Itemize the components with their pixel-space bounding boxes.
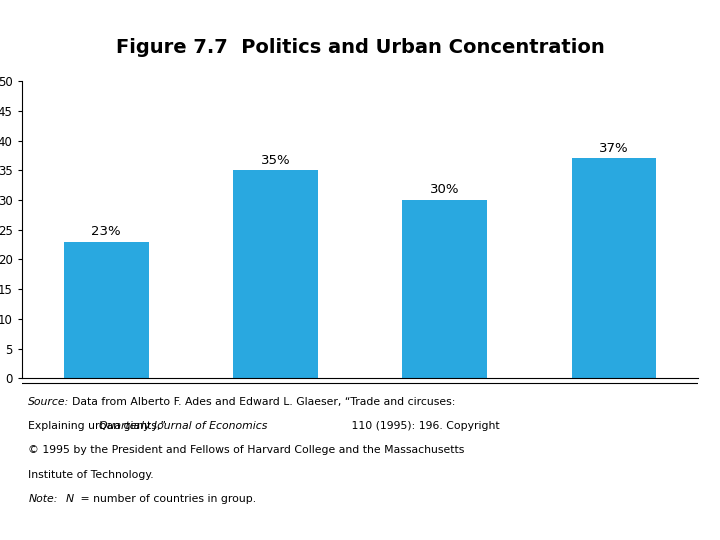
Bar [402,200,487,378]
Text: Source:: Source: [28,397,70,407]
Text: 110 (1995): 196. Copyright: 110 (1995): 196. Copyright [348,421,500,431]
Bar [233,170,318,378]
Text: Institute of Technology.: Institute of Technology. [28,470,154,480]
Text: 35%: 35% [261,154,290,167]
Bar [64,241,148,378]
Bar [572,158,656,378]
Text: = number of countries in group.: = number of countries in group. [77,494,256,504]
Text: Explaining urban giants,”: Explaining urban giants,” [28,421,170,431]
Text: 37%: 37% [599,142,629,155]
Text: Quarterly Journal of Economics: Quarterly Journal of Economics [99,421,268,431]
Text: © 1995 by the President and Fellows of Harvard College and the Massachusetts: © 1995 by the President and Fellows of H… [28,446,464,456]
Text: 23%: 23% [91,225,121,238]
Text: 30%: 30% [430,184,459,197]
Text: Figure 7.7  Politics and Urban Concentration: Figure 7.7 Politics and Urban Concentrat… [116,38,604,57]
Text: Data from Alberto F. Ades and Edward L. Glaeser, “Trade and circuses:: Data from Alberto F. Ades and Edward L. … [72,397,456,407]
Text: Note:: Note: [28,494,58,504]
Text: N: N [66,494,73,504]
